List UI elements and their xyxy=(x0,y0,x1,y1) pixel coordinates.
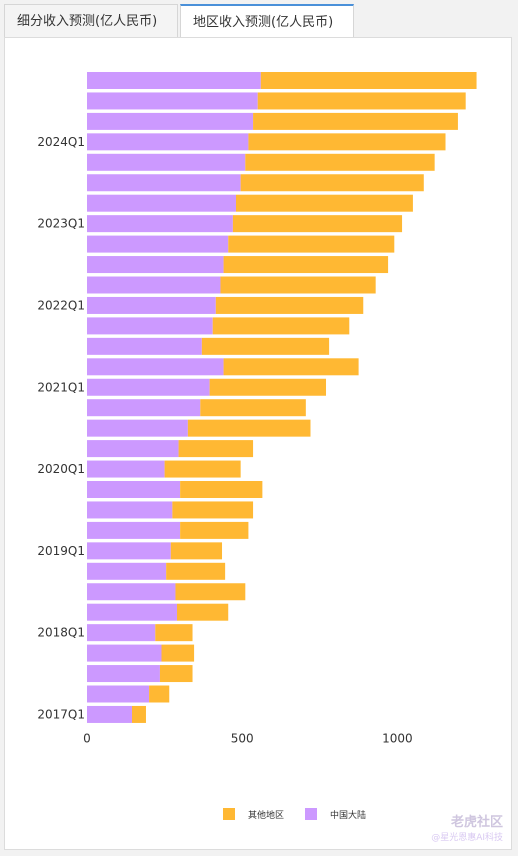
bar-mainland xyxy=(87,296,216,314)
y-tick-label: 2024Q1 xyxy=(37,135,85,149)
bar-other xyxy=(223,256,389,274)
stacked-bar-chart: 2024Q1 2023Q1 2022Q1 2021Q1 2020Q1 2019Q1 2018… xyxy=(37,72,477,821)
bar-mainland xyxy=(87,399,201,417)
x-tick-label: 1000 xyxy=(382,731,413,745)
tab-segment-revenue[interactable]: 细分收入预测(亿人民币) xyxy=(4,4,178,38)
bar-mainland xyxy=(87,644,162,662)
bar-other xyxy=(248,133,446,151)
x-tick-label: 0 xyxy=(83,731,91,745)
y-tick-label: 2020Q1 xyxy=(37,462,85,476)
bar-mainland xyxy=(87,603,178,621)
bar-other xyxy=(164,460,241,478)
bar-mainland xyxy=(87,194,236,212)
bar-mainland xyxy=(87,460,165,478)
bar-other xyxy=(223,358,359,376)
bar-mainland xyxy=(87,153,246,171)
y-tick-label: 2019Q1 xyxy=(37,544,85,558)
bar-other xyxy=(253,112,458,130)
bar-other xyxy=(180,521,249,539)
bar-mainland xyxy=(87,705,133,723)
legend-swatch xyxy=(223,808,235,820)
bar-mainland xyxy=(87,624,156,642)
bar-mainland xyxy=(87,542,171,560)
bar-mainland xyxy=(87,174,241,192)
bar-mainland xyxy=(87,133,249,151)
bar-mainland xyxy=(87,521,181,539)
y-tick-label: 2022Q1 xyxy=(37,298,85,312)
bar-mainland xyxy=(87,235,229,253)
bar-mainland xyxy=(87,378,210,396)
bar-other xyxy=(149,685,170,703)
bar-mainland xyxy=(87,337,202,355)
bar-mainland xyxy=(87,92,258,110)
bar-other xyxy=(177,603,229,621)
bar-mainland xyxy=(87,583,176,601)
bar-other xyxy=(187,419,311,437)
y-tick-label: 2021Q1 xyxy=(37,380,85,394)
bar-other xyxy=(260,72,477,89)
bar-other xyxy=(155,624,193,642)
bar-other xyxy=(200,399,306,417)
legend-label: 其他地区 xyxy=(248,809,284,821)
bar-mainland xyxy=(87,317,213,335)
bar-mainland xyxy=(87,685,150,703)
bar-other xyxy=(159,665,193,683)
bar-other xyxy=(132,705,146,723)
y-tick-label: 2023Q1 xyxy=(37,217,85,231)
bar-mainland xyxy=(87,215,233,233)
tab-region-revenue[interactable]: 地区收入预测(亿人民币) xyxy=(180,4,354,38)
y-tick-label: 2018Q1 xyxy=(37,626,85,640)
bar-mainland xyxy=(87,358,224,376)
bar-mainland xyxy=(87,256,224,274)
bar-mainland xyxy=(87,562,167,580)
bar-mainland xyxy=(87,112,254,130)
bar-other xyxy=(170,542,223,560)
bar-other xyxy=(209,378,327,396)
bar-mainland xyxy=(87,481,181,498)
bar-other xyxy=(215,296,364,314)
bar-other xyxy=(228,235,395,253)
x-tick-label: 500 xyxy=(231,731,254,745)
watermark-main: 老虎社区 xyxy=(450,815,503,830)
legend-swatch xyxy=(305,808,317,820)
bar-other xyxy=(172,501,254,519)
bar-mainland xyxy=(87,440,179,458)
bar-other xyxy=(178,440,254,458)
bar-other xyxy=(212,317,350,335)
watermark: 老虎社区 @星光恩惠AI科技 xyxy=(431,811,503,843)
bar-mainland xyxy=(87,665,160,683)
bar-mainland xyxy=(87,501,173,519)
bar-other xyxy=(175,583,246,601)
legend-label: 中国大陆 xyxy=(330,809,366,821)
bar-mainland xyxy=(87,72,261,89)
y-tick-label: 2017Q1 xyxy=(37,707,85,721)
bar-other xyxy=(245,153,435,171)
tab-bar: 细分收入预测(亿人民币) 地区收入预测(亿人民币) xyxy=(4,4,512,38)
bar-other xyxy=(201,337,330,355)
bar-other xyxy=(235,194,413,212)
chart-panel: 2024Q1 2023Q1 2022Q1 2021Q1 2020Q1 2019Q1 2018… xyxy=(4,37,512,850)
bar-other xyxy=(257,92,466,110)
bar-other xyxy=(232,215,403,233)
bar-other xyxy=(220,276,376,294)
bar-mainland xyxy=(87,419,188,437)
bar-other xyxy=(240,174,424,192)
watermark-sub: @星光恩惠AI科技 xyxy=(431,833,503,843)
bar-other xyxy=(161,644,195,662)
bar-other xyxy=(180,481,263,498)
bar-other xyxy=(166,562,226,580)
bar-mainland xyxy=(87,276,221,294)
